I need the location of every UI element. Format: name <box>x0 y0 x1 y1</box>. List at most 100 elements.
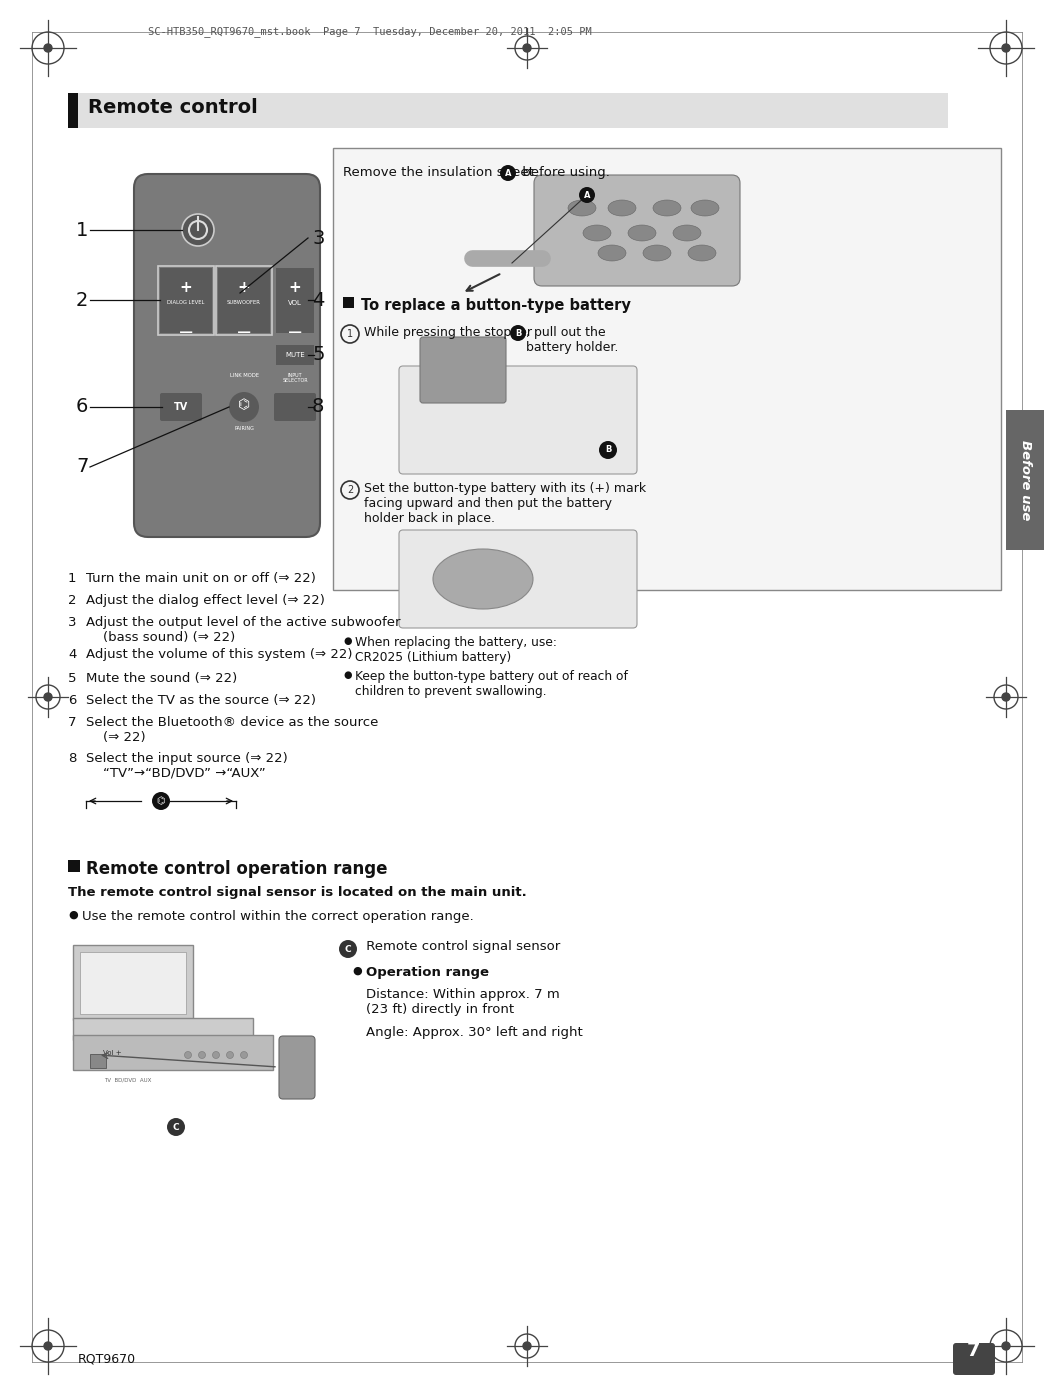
Text: A: A <box>505 169 511 177</box>
FancyBboxPatch shape <box>399 367 637 474</box>
Circle shape <box>44 45 52 52</box>
Bar <box>160 268 212 333</box>
Text: SC-HTB350_RQT9670_mst.book  Page 7  Tuesday, December 20, 2011  2:05 PM: SC-HTB350_RQT9670_mst.book Page 7 Tuesda… <box>148 26 591 36</box>
Text: 2: 2 <box>347 485 353 495</box>
Ellipse shape <box>643 245 671 261</box>
Text: −: − <box>178 323 194 342</box>
Text: C: C <box>345 945 351 953</box>
Text: +: + <box>179 280 193 296</box>
Text: Adjust the output level of the active subwoofer
    (bass sound) (⇒ 22): Adjust the output level of the active su… <box>86 616 401 644</box>
Text: INPUT
SELECTOR: INPUT SELECTOR <box>282 374 308 383</box>
Bar <box>69 93 948 128</box>
Circle shape <box>227 1051 234 1058</box>
Text: ●: ● <box>352 966 362 976</box>
Text: 8: 8 <box>69 751 76 765</box>
Bar <box>216 266 272 335</box>
Circle shape <box>579 187 596 204</box>
Ellipse shape <box>691 199 719 216</box>
Text: Remove the insulation sheet: Remove the insulation sheet <box>343 166 539 178</box>
Text: To replace a button-type battery: To replace a button-type battery <box>362 298 631 314</box>
Circle shape <box>1002 1342 1010 1349</box>
FancyBboxPatch shape <box>134 174 320 537</box>
Text: ●: ● <box>343 671 351 680</box>
Text: 3: 3 <box>69 616 77 629</box>
Circle shape <box>599 441 617 459</box>
Circle shape <box>44 1342 52 1349</box>
Text: 2: 2 <box>76 290 89 309</box>
Bar <box>1006 410 1045 551</box>
Text: 2: 2 <box>69 594 77 606</box>
Text: 6: 6 <box>76 397 89 417</box>
Circle shape <box>1002 693 1010 701</box>
Text: 3: 3 <box>312 229 325 248</box>
Text: Vol +: Vol + <box>103 1050 121 1057</box>
FancyBboxPatch shape <box>953 1342 995 1374</box>
Bar <box>158 266 214 335</box>
FancyBboxPatch shape <box>419 337 506 403</box>
Text: 5: 5 <box>312 346 325 364</box>
Text: TV  BD/DVD  AUX: TV BD/DVD AUX <box>104 1078 152 1083</box>
Text: TV: TV <box>174 401 188 413</box>
Text: 4: 4 <box>312 290 325 309</box>
Text: Distance: Within approx. 7 m
(23 ft) directly in front: Distance: Within approx. 7 m (23 ft) dir… <box>366 988 560 1016</box>
Text: Remote control operation range: Remote control operation range <box>86 860 388 878</box>
Text: ⌬: ⌬ <box>157 796 165 806</box>
Text: 7: 7 <box>69 717 77 729</box>
Text: Remote control: Remote control <box>87 98 258 117</box>
Bar <box>276 268 314 333</box>
Text: LINK MODE: LINK MODE <box>230 374 258 378</box>
Bar <box>276 344 314 365</box>
Text: Before use: Before use <box>1018 441 1032 520</box>
Text: 8: 8 <box>312 397 325 417</box>
Ellipse shape <box>688 245 716 261</box>
Bar <box>218 268 270 333</box>
Text: 5: 5 <box>69 672 77 684</box>
Circle shape <box>44 693 52 701</box>
Text: Select the TV as the source (⇒ 22): Select the TV as the source (⇒ 22) <box>86 694 316 707</box>
Text: Mute the sound (⇒ 22): Mute the sound (⇒ 22) <box>86 672 237 684</box>
Text: Remote control signal sensor: Remote control signal sensor <box>362 940 561 953</box>
FancyBboxPatch shape <box>534 176 740 286</box>
Circle shape <box>167 1118 186 1136</box>
Ellipse shape <box>608 199 636 216</box>
Text: B: B <box>605 446 611 454</box>
Text: SUBWOOFER: SUBWOOFER <box>227 301 261 305</box>
Text: Adjust the dialog effect level (⇒ 22): Adjust the dialog effect level (⇒ 22) <box>86 594 325 606</box>
Text: Select the Bluetooth® device as the source
    (⇒ 22): Select the Bluetooth® device as the sour… <box>86 717 378 744</box>
Circle shape <box>240 1051 248 1058</box>
Ellipse shape <box>598 245 626 261</box>
Text: before using.: before using. <box>518 166 610 178</box>
Text: Set the button-type battery with its (+) mark
facing upward and then put the bat: Set the button-type battery with its (+)… <box>364 482 646 526</box>
FancyBboxPatch shape <box>274 393 316 421</box>
Ellipse shape <box>674 224 701 241</box>
Text: , pull out the
battery holder.: , pull out the battery holder. <box>526 326 619 354</box>
FancyBboxPatch shape <box>279 1036 315 1098</box>
Circle shape <box>523 1342 531 1349</box>
Text: 7: 7 <box>968 1341 981 1361</box>
Text: DIALOG LEVEL: DIALOG LEVEL <box>168 301 204 305</box>
Text: A: A <box>584 191 590 199</box>
Bar <box>73 1018 253 1040</box>
Text: ●: ● <box>69 910 78 920</box>
Circle shape <box>229 392 259 422</box>
Text: Keep the button-type battery out of reach of
children to prevent swallowing.: Keep the button-type battery out of reac… <box>355 671 628 698</box>
Text: ●: ● <box>343 636 351 645</box>
Circle shape <box>184 1051 192 1058</box>
Bar <box>69 93 78 128</box>
Bar <box>333 148 1001 590</box>
Text: Use the remote control within the correct operation range.: Use the remote control within the correc… <box>82 910 473 923</box>
Ellipse shape <box>433 549 533 609</box>
Text: +: + <box>237 280 251 296</box>
Circle shape <box>523 45 531 52</box>
Circle shape <box>152 792 170 810</box>
Ellipse shape <box>628 224 656 241</box>
Text: Adjust the volume of this system (⇒ 22): Adjust the volume of this system (⇒ 22) <box>86 648 352 661</box>
Text: VOL: VOL <box>288 300 301 307</box>
Circle shape <box>1002 45 1010 52</box>
Text: Angle: Approx. 30° left and right: Angle: Approx. 30° left and right <box>366 1026 583 1039</box>
Text: B: B <box>514 329 521 337</box>
Text: While pressing the stopper: While pressing the stopper <box>364 326 536 339</box>
Text: PAIRING: PAIRING <box>234 427 254 431</box>
Text: −: − <box>236 323 252 342</box>
Circle shape <box>500 164 516 181</box>
